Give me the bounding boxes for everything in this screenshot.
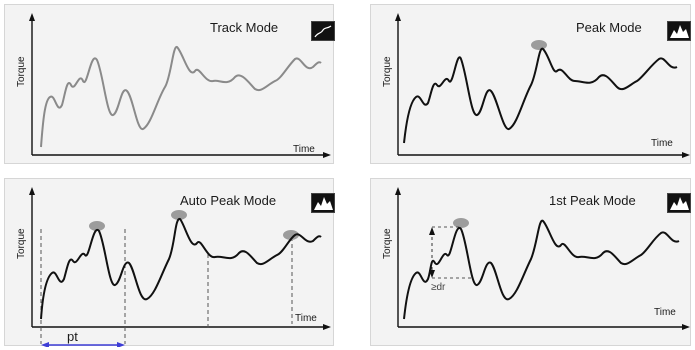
first-peak-mode-icon-graphic (670, 197, 689, 210)
y-axis-label: Torque (16, 228, 27, 259)
x-axis-label: Time (295, 313, 317, 324)
peak-marker-2 (171, 210, 187, 220)
first-peak-mode-panel: 1st Peak Mode Torque Time ≥dr (370, 178, 691, 346)
track-mode-panel: Track Mode Torque Time (4, 4, 335, 164)
x-axis-arrow (682, 324, 690, 330)
interval-label: pt (67, 329, 78, 344)
interval-arrow-left (41, 342, 49, 347)
y-axis-arrow (29, 187, 35, 195)
y-axis-arrow (29, 13, 35, 21)
track-curve (40, 45, 322, 148)
peak-mode-graph (395, 13, 690, 158)
first-peak-mode-icon (667, 193, 691, 213)
auto-peak-mode-icon (311, 193, 335, 213)
x-axis-arrow (323, 152, 331, 158)
drop-arrow-up (429, 227, 435, 235)
peak-mode-icon (667, 21, 691, 41)
drop-label: ≥dr (431, 282, 446, 293)
y-axis-label: Torque (16, 56, 27, 87)
panel-title: Auto Peak Mode (180, 193, 277, 208)
peak-mode-panel: Peak Mode Torque Time (370, 4, 691, 164)
peak-marker-3 (283, 230, 299, 240)
track-mode-graph (29, 13, 331, 158)
peak-curve (403, 47, 678, 144)
peak-marker (531, 40, 547, 50)
y-axis-label: Torque (382, 228, 393, 259)
x-axis-arrow (682, 152, 690, 158)
track-mode-icon (311, 21, 335, 41)
panel-title: 1st Peak Mode (549, 193, 636, 208)
y-axis-arrow (395, 187, 401, 195)
x-axis-label: Time (651, 138, 673, 149)
panel-title: Peak Mode (576, 20, 642, 35)
peak-mode-icon-graphic (670, 25, 689, 38)
first-peak-curve (403, 219, 680, 320)
auto-peak-mode-icon-graphic (314, 197, 333, 210)
auto-peak-mode-graph (29, 187, 331, 347)
y-axis-label: Torque (382, 56, 393, 87)
y-axis-arrow (395, 13, 401, 21)
track-mode-icon-graphic (314, 25, 332, 38)
x-axis-label: Time (654, 307, 676, 318)
auto-peak-mode-panel: Auto Peak Mode Torque Time pt (4, 178, 335, 347)
first-peak-marker (453, 218, 469, 228)
first-peak-mode-graph (395, 187, 690, 330)
x-axis-label: Time (293, 144, 315, 155)
interval-arrow-right (117, 342, 125, 347)
auto-peak-curve (40, 217, 322, 320)
panel-title: Track Mode (210, 20, 279, 35)
peak-marker-1 (89, 221, 105, 231)
x-axis-arrow (323, 324, 331, 330)
